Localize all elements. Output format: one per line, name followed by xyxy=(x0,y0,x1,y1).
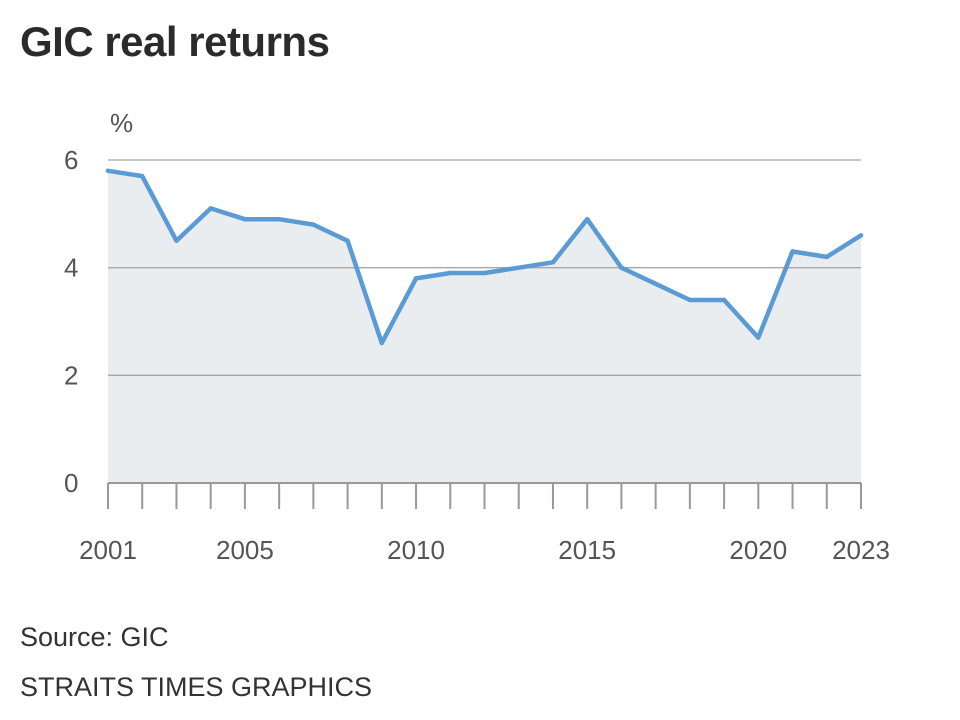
area-layer xyxy=(108,170,861,484)
chart-title: GIC real returns xyxy=(20,18,330,65)
data-point xyxy=(756,335,761,340)
data-point xyxy=(413,276,419,281)
grid-layer xyxy=(108,159,861,376)
data-point xyxy=(516,265,521,270)
line-layer xyxy=(105,168,864,346)
data-point xyxy=(858,233,864,238)
x-tick-label: 2005 xyxy=(216,535,274,565)
credit-note: STRAITS TIMES GRAPHICS xyxy=(20,672,373,702)
data-point xyxy=(619,265,624,270)
y-tick-label: 4 xyxy=(64,253,78,283)
x-tick-label: 2001 xyxy=(79,535,137,565)
data-point xyxy=(550,260,556,265)
x-tick-label: 2020 xyxy=(729,535,787,565)
y-tick-label: 0 xyxy=(64,468,78,498)
data-point xyxy=(585,217,590,222)
data-point xyxy=(345,238,350,243)
data-point xyxy=(276,217,282,222)
axis-layer xyxy=(107,482,862,509)
data-point xyxy=(482,270,487,276)
data-point xyxy=(140,173,145,179)
data-point xyxy=(379,340,384,346)
data-point xyxy=(448,270,453,276)
source-note: Source: GIC xyxy=(20,622,169,652)
data-point xyxy=(242,217,248,222)
data-point xyxy=(790,249,795,254)
label-layer: 0 2 4 6 2001 2005 2010 2015 2020 2023 xyxy=(64,145,890,565)
data-point xyxy=(208,206,213,211)
y-unit-label: % xyxy=(110,108,133,138)
y-tick-label: 2 xyxy=(64,360,78,390)
area-fill xyxy=(108,170,861,484)
data-point xyxy=(824,254,829,260)
data-point xyxy=(311,222,316,227)
x-tick-label: 2010 xyxy=(387,535,445,565)
x-tick-label: 2023 xyxy=(832,535,890,565)
data-point xyxy=(721,297,727,303)
y-tick-label: 6 xyxy=(64,145,78,175)
data-point xyxy=(174,238,179,243)
data-point xyxy=(105,168,111,173)
chart-plot: 0 2 4 6 2001 2005 2010 2015 2020 2023 % xyxy=(64,108,890,565)
data-point xyxy=(653,281,658,286)
x-tick-label: 2015 xyxy=(558,535,616,565)
data-point xyxy=(687,297,693,303)
